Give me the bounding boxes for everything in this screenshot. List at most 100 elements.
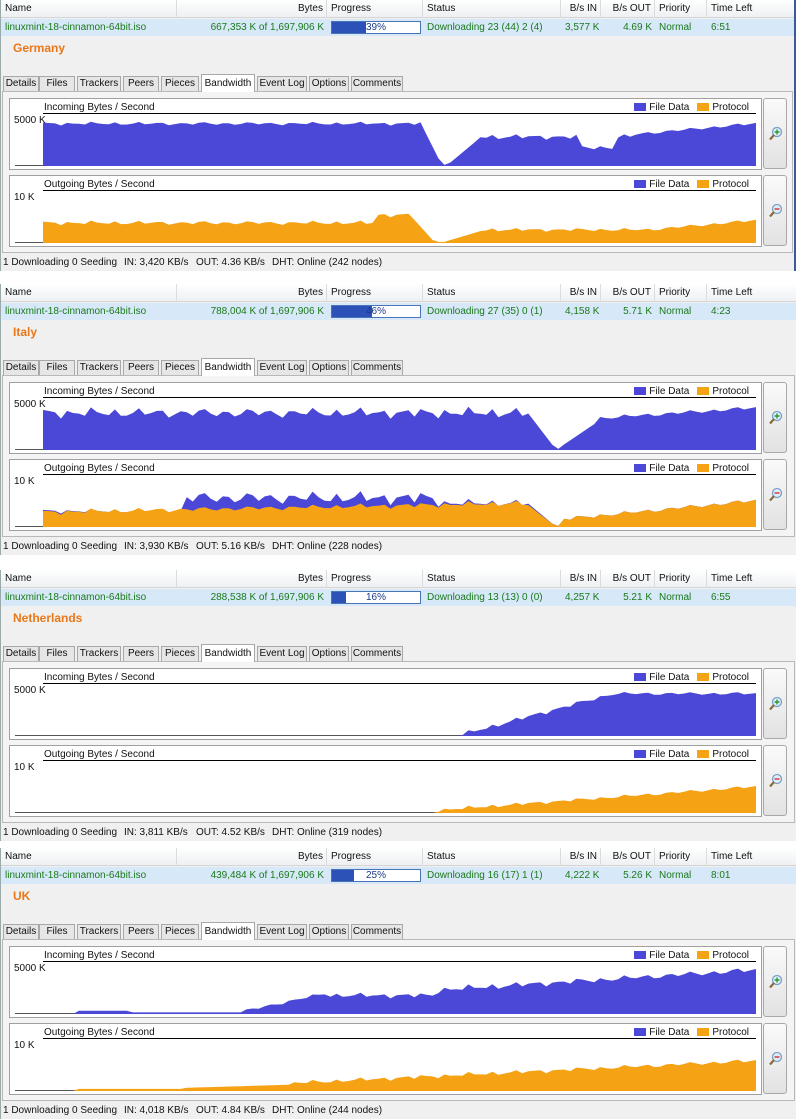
tab-options[interactable]: Options: [309, 76, 349, 91]
zoom-in-button[interactable]: [763, 98, 787, 169]
tab-peers[interactable]: Peers: [123, 360, 159, 375]
column-header-name[interactable]: Name: [1, 0, 177, 18]
tab-pieces[interactable]: Pieces: [161, 360, 199, 375]
column-header-name[interactable]: Name: [1, 570, 177, 588]
column-header-name[interactable]: Name: [1, 848, 177, 866]
zoom-out-button[interactable]: [763, 459, 787, 530]
zoom-in-button[interactable]: [763, 382, 787, 453]
tab-peers[interactable]: Peers: [123, 646, 159, 661]
column-header-progress[interactable]: Progress: [327, 0, 423, 18]
tab-comments[interactable]: Comments: [351, 924, 403, 939]
zoom-out-button[interactable]: [763, 1023, 787, 1094]
legend-swatch-file-data: [634, 1027, 647, 1036]
tab-trackers[interactable]: Trackers: [77, 76, 121, 91]
status-out: OUT: 5.16 KB/s: [196, 541, 265, 552]
tab-pieces[interactable]: Pieces: [161, 924, 199, 939]
legend-label-file-data: File Data: [649, 1027, 690, 1038]
cell-bs-out: 4.69 K: [623, 22, 652, 33]
status-bar: 1 Downloading 0 Seeding IN: 3,420 KB/s OUT:…: [1, 255, 794, 271]
tab-bandwidth[interactable]: Bandwidth: [201, 358, 255, 376]
tab-peers[interactable]: Peers: [123, 76, 159, 91]
tab-event-log[interactable]: Event Log: [257, 646, 307, 661]
tab-event-log[interactable]: Event Log: [257, 360, 307, 375]
tab-bandwidth[interactable]: Bandwidth: [201, 922, 255, 940]
column-header-progress[interactable]: Progress: [327, 284, 423, 302]
tab-details[interactable]: Details: [3, 76, 39, 91]
status-downloading: 1 Downloading: [3, 541, 70, 552]
column-header-status[interactable]: Status: [423, 0, 561, 18]
column-header-bs-in[interactable]: B/s IN: [561, 570, 601, 588]
zoom-out-button[interactable]: [763, 175, 787, 246]
tab-files[interactable]: Files: [39, 646, 75, 661]
tab-trackers[interactable]: Trackers: [77, 924, 121, 939]
tab-options[interactable]: Options: [309, 924, 349, 939]
tab-files[interactable]: Files: [39, 76, 75, 91]
zoom-in-button[interactable]: [763, 668, 787, 739]
column-header-status[interactable]: Status: [423, 848, 561, 866]
tab-files[interactable]: Files: [39, 360, 75, 375]
chart-legend: File Data Protocol: [626, 102, 749, 113]
torrent-row[interactable]: linuxmint-18-cinnamon-64bit.iso 788,004 K…: [1, 303, 796, 320]
column-header-bytes[interactable]: Bytes: [177, 848, 327, 866]
column-header-bs-in[interactable]: B/s IN: [561, 848, 601, 866]
column-header-bs-out[interactable]: B/s OUT: [601, 848, 655, 866]
column-header-progress[interactable]: Progress: [327, 848, 423, 866]
chart-plot-area: [15, 683, 756, 736]
tab-bandwidth[interactable]: Bandwidth: [201, 644, 255, 662]
column-header-progress[interactable]: Progress: [327, 570, 423, 588]
column-header-bs-out[interactable]: B/s OUT: [601, 0, 655, 18]
tab-options[interactable]: Options: [309, 360, 349, 375]
zoom-in-button[interactable]: [763, 946, 787, 1017]
torrent-row[interactable]: linuxmint-18-cinnamon-64bit.iso 439,484 K…: [1, 867, 796, 884]
column-header-bytes[interactable]: Bytes: [177, 0, 327, 18]
progress-fill: [332, 22, 367, 33]
column-header-status[interactable]: Status: [423, 284, 561, 302]
column-header-bs-out[interactable]: B/s OUT: [601, 284, 655, 302]
column-header-time-left[interactable]: Time Left: [707, 284, 796, 302]
column-header-status[interactable]: Status: [423, 570, 561, 588]
tab-details[interactable]: Details: [3, 646, 39, 661]
tab-details[interactable]: Details: [3, 924, 39, 939]
tab-comments[interactable]: Comments: [351, 646, 403, 661]
chart-scale-label: 10 K: [14, 192, 35, 203]
tab-event-log[interactable]: Event Log: [257, 76, 307, 91]
column-header-time-left[interactable]: Time Left: [707, 570, 796, 588]
tab-details[interactable]: Details: [3, 360, 39, 375]
tab-pieces[interactable]: Pieces: [161, 646, 199, 661]
column-header-name[interactable]: Name: [1, 284, 177, 302]
tab-trackers[interactable]: Trackers: [77, 360, 121, 375]
torrent-row[interactable]: linuxmint-18-cinnamon-64bit.iso 288,538 K…: [1, 589, 796, 606]
column-header-bs-out[interactable]: B/s OUT: [601, 570, 655, 588]
tab-comments[interactable]: Comments: [351, 76, 403, 91]
zoom-out-button[interactable]: [763, 745, 787, 816]
tab-files[interactable]: Files: [39, 924, 75, 939]
chart-plot-area: [15, 113, 756, 166]
legend-swatch-file-data: [634, 749, 647, 758]
cell-bs-in: 4,222 K: [565, 870, 600, 881]
zoom-out-icon: [769, 773, 783, 788]
column-header-priority[interactable]: Priority: [655, 570, 707, 588]
tab-trackers[interactable]: Trackers: [77, 646, 121, 661]
tab-bandwidth[interactable]: Bandwidth: [201, 74, 255, 92]
tab-pieces[interactable]: Pieces: [161, 76, 199, 91]
tab-peers[interactable]: Peers: [123, 924, 159, 939]
tab-options[interactable]: Options: [309, 646, 349, 661]
column-header: Name Bytes Progress Status B/s IN B/s OUT Prio…: [1, 848, 796, 866]
torrent-row[interactable]: linuxmint-18-cinnamon-64bit.iso 667,353 K…: [1, 19, 794, 36]
column-header-bytes[interactable]: Bytes: [177, 570, 327, 588]
tab-comments[interactable]: Comments: [351, 360, 403, 375]
series-protocol-area: [43, 1059, 756, 1091]
legend-label-file-data: File Data: [649, 179, 690, 190]
column-header-priority[interactable]: Priority: [655, 848, 707, 866]
bandwidth-content: Incoming Bytes / Second 5000 K File Data Pr…: [2, 91, 793, 253]
column-header-priority[interactable]: Priority: [655, 284, 707, 302]
column-header-time-left[interactable]: Time Left: [707, 0, 794, 18]
column-header-bs-in[interactable]: B/s IN: [561, 0, 601, 18]
status-dht: DHT: Online (244 nodes): [272, 1105, 383, 1116]
column-header-bytes[interactable]: Bytes: [177, 284, 327, 302]
column-header-priority[interactable]: Priority: [655, 0, 707, 18]
tab-event-log[interactable]: Event Log: [257, 924, 307, 939]
outgoing-bandwidth-chart: Outgoing Bytes / Second 10 K File Data Prot…: [9, 459, 762, 531]
column-header-bs-in[interactable]: B/s IN: [561, 284, 601, 302]
column-header-time-left[interactable]: Time Left: [707, 848, 796, 866]
